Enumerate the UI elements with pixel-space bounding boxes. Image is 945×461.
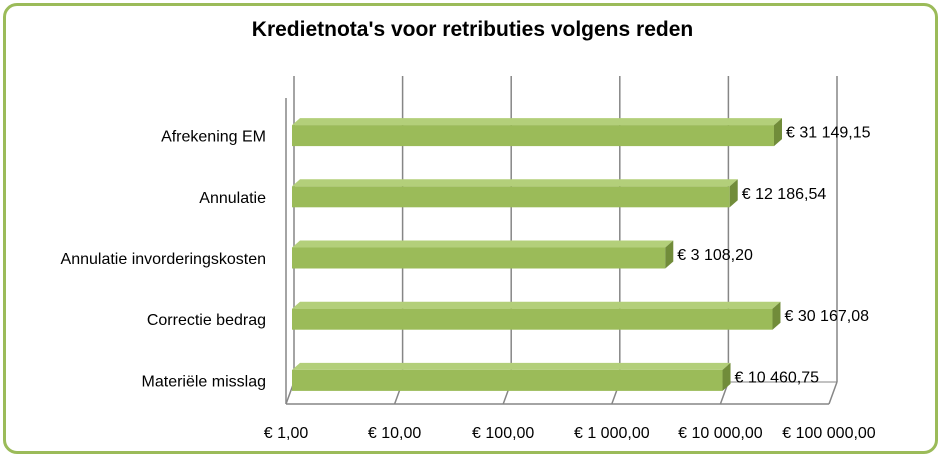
bar: [292, 308, 773, 330]
data-label: € 12 186,54: [742, 186, 827, 203]
x-tick-label: € 10,00: [368, 425, 421, 442]
x-tick-label: € 100 000,00: [782, 425, 876, 442]
bar: [292, 247, 666, 269]
category-label: Afrekening EM: [161, 129, 266, 146]
data-label: € 30 167,08: [784, 308, 869, 325]
bar-side-face: [773, 118, 782, 147]
category-label: Annulatie invorderingskosten: [61, 251, 266, 268]
bar: [292, 125, 774, 147]
bar-side-face: [722, 362, 731, 391]
bar-top-face: [292, 301, 781, 309]
bar-top-face: [292, 179, 738, 187]
data-label: € 10 460,75: [735, 369, 820, 386]
data-label: € 3 108,20: [677, 247, 753, 264]
category-label: Annulatie: [199, 190, 266, 207]
bar-top-face: [292, 240, 674, 248]
bar-top-face: [292, 118, 782, 126]
bar-side-face: [772, 301, 781, 330]
category-label: Correctie bedrag: [147, 312, 266, 329]
bar-side-face: [729, 179, 738, 208]
category-label: Materiële misslag: [142, 373, 266, 390]
x-tick-label: € 10 000,00: [678, 425, 763, 442]
bar: [292, 186, 730, 208]
bar-side-face: [665, 240, 674, 269]
x-tick-label: € 1,00: [264, 425, 309, 442]
bar-top-face: [292, 362, 731, 370]
bar: [292, 369, 723, 391]
x-tick-label: € 100,00: [472, 425, 534, 442]
data-label: € 31 149,15: [786, 125, 871, 142]
floor-gridline: [828, 381, 838, 405]
x-tick-label: € 1 000,00: [574, 425, 650, 442]
chart-title: Kredietnota's voor retributies volgens r…: [251, 18, 694, 41]
